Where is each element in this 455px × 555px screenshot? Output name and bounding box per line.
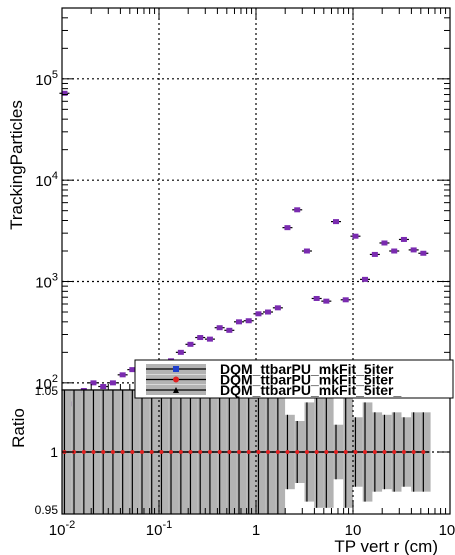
ratio-point xyxy=(266,450,271,454)
ratio-point xyxy=(72,450,77,454)
main-point xyxy=(177,349,184,355)
ratio-point xyxy=(110,450,115,454)
ratio-point xyxy=(295,450,300,454)
ratio-point xyxy=(343,450,348,454)
main-point xyxy=(410,247,417,253)
ratio-point xyxy=(101,450,106,454)
main-point xyxy=(216,325,223,331)
main-point xyxy=(61,90,68,96)
ratio-point xyxy=(256,450,261,454)
ratio-point xyxy=(169,450,174,454)
ratio-point xyxy=(130,450,135,454)
ratio-point xyxy=(246,450,251,454)
ratio-axis-ticks: 0.95 1 1.05 10-2 10-1 1 10 102 xyxy=(35,384,455,539)
ratio-point xyxy=(207,450,212,454)
main-y-tick-label: 104 xyxy=(35,170,58,190)
main-point xyxy=(381,240,388,246)
main-point xyxy=(236,319,243,325)
ratio-point xyxy=(304,450,309,454)
ratio-point xyxy=(363,450,368,454)
ratio-point xyxy=(237,450,242,454)
ratio-point xyxy=(392,450,397,454)
x-tick-label: 10-2 xyxy=(49,519,75,539)
main-y-tick-label: 105 xyxy=(35,69,58,89)
legend-entry-label: DQM_ttbarPU_mkFit_5iter xyxy=(220,372,394,388)
main-point xyxy=(333,219,340,225)
legend-marker xyxy=(173,376,179,383)
ratio-point xyxy=(314,450,319,454)
ratio-point xyxy=(324,450,329,454)
main-point xyxy=(100,384,107,390)
legend-entry-label: DQM_ttbarPU_mkFit_5iter xyxy=(220,361,394,377)
main-point xyxy=(313,295,320,301)
main-point xyxy=(274,305,281,311)
main-point xyxy=(90,380,97,386)
ratio-point xyxy=(411,450,416,454)
main-y-tick-label: 103 xyxy=(35,272,58,292)
ratio-y-axis-label: Ratio xyxy=(9,408,28,448)
x-tick-label: 10 xyxy=(345,522,362,539)
main-point xyxy=(187,341,194,347)
main-point xyxy=(294,207,301,213)
ratio-point xyxy=(275,450,280,454)
ratio-point xyxy=(140,450,145,454)
main-y-tick-label: 102 xyxy=(35,373,58,393)
x-axis-label: TP vert r (cm) xyxy=(334,537,438,555)
ratio-point xyxy=(334,450,339,454)
main-point xyxy=(323,298,330,304)
main-point xyxy=(284,225,291,231)
ratio-data-marks xyxy=(62,450,430,454)
main-axis-ticks: 102 103 104 105 xyxy=(35,7,450,393)
main-point xyxy=(245,318,252,324)
x-tick-label: 1 xyxy=(252,522,260,539)
main-point xyxy=(265,309,272,315)
main-point xyxy=(197,335,204,341)
ratio-point xyxy=(188,450,193,454)
ratio-point xyxy=(159,450,164,454)
ratio-point xyxy=(382,450,387,454)
main-point xyxy=(362,276,369,282)
main-point xyxy=(391,248,398,254)
main-point xyxy=(342,297,349,303)
main-data-marks xyxy=(59,90,429,407)
main-point xyxy=(119,372,126,378)
ratio-point xyxy=(372,450,377,454)
ratio-y-tick-label: 0.95 xyxy=(35,503,59,517)
main-point xyxy=(303,248,310,254)
ratio-point xyxy=(217,450,222,454)
main-point xyxy=(129,367,136,373)
ratio-point xyxy=(91,450,96,454)
main-point xyxy=(255,311,262,317)
ratio-point xyxy=(81,450,86,454)
x-tick-label: 102 xyxy=(439,519,455,539)
ratio-point xyxy=(285,450,290,454)
ratio-point xyxy=(421,450,426,454)
main-point xyxy=(206,336,213,342)
main-y-axis-label: TrackingParticles xyxy=(7,100,26,230)
main-point xyxy=(400,236,407,242)
ratio-point xyxy=(120,450,125,454)
main-point xyxy=(226,327,233,333)
ratio-point xyxy=(149,450,154,454)
ratio-point xyxy=(198,450,203,454)
main-point xyxy=(371,251,378,257)
ratio-point xyxy=(227,450,232,454)
main-gridlines xyxy=(62,8,450,390)
legend-entry-label: DQM_ttbarPU_mkFit_5iter_ xyxy=(220,382,401,398)
legend: DQM_ttbarPU_mkFit_5iterDQM_ttbarPU_mkFit… xyxy=(134,359,454,399)
ratio-y-tick-label: 1 xyxy=(50,444,58,460)
x-tick-label: 10-1 xyxy=(146,519,172,539)
main-point xyxy=(420,250,427,256)
ratio-point xyxy=(178,450,183,454)
main-point xyxy=(109,380,116,386)
ratio-y-tick-label: 1.05 xyxy=(35,384,59,398)
ratio-point xyxy=(353,450,358,454)
main-point xyxy=(352,233,359,239)
legend-marker xyxy=(173,387,179,393)
legend-marker xyxy=(173,366,179,372)
ratio-point xyxy=(401,450,406,454)
